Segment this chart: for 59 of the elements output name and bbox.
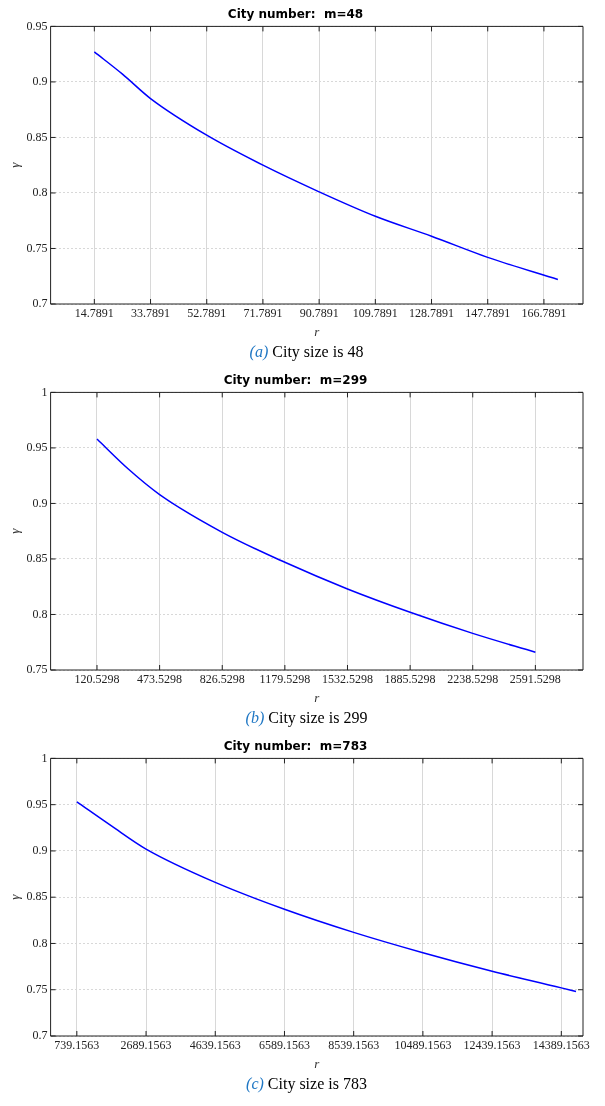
y-tick-label: 0.9 xyxy=(32,843,48,858)
y-tick-label: 1 xyxy=(41,750,48,765)
x-tick-label: 71.7891 xyxy=(243,306,283,321)
y-tick-label: 0.85 xyxy=(26,129,48,144)
x-tick-label: 166.7891 xyxy=(521,306,567,321)
y-tick-label: 0.95 xyxy=(26,18,48,33)
x-tick-label: 826.5298 xyxy=(199,672,245,687)
y-tick-label: 0.8 xyxy=(32,935,48,950)
x-tick-label: 6589.1563 xyxy=(258,1038,310,1053)
chart-title: City number: m=48 xyxy=(227,7,364,22)
y-axis-title: γ xyxy=(7,893,23,900)
y-axis-title: γ xyxy=(7,161,23,168)
x-tick-label: 2689.1563 xyxy=(120,1038,172,1053)
y-tick-label: 0.7 xyxy=(32,1028,48,1043)
x-tick-label: 1885.5298 xyxy=(384,672,436,687)
y-tick-label: 1 xyxy=(41,384,48,399)
y-axis-title: γ xyxy=(7,527,23,534)
y-tick-label: 0.95 xyxy=(26,796,48,811)
y-tick-label: 0.7 xyxy=(32,296,48,311)
x-tick-label: 14389.1563 xyxy=(532,1038,590,1053)
chart-title: City number: m=299 xyxy=(223,373,368,388)
y-tick-label: 0.9 xyxy=(32,74,48,89)
x-tick-label: 33.7891 xyxy=(131,306,171,321)
chart-title: City number: m=783 xyxy=(223,739,368,754)
x-tick-label: 1532.5298 xyxy=(322,672,373,687)
text: (c) City size is 783 xyxy=(246,1075,367,1092)
x-tick-label: 128.7891 xyxy=(409,306,455,321)
line-series xyxy=(96,438,537,653)
y-tick-label: 0.85 xyxy=(26,551,48,566)
x-tick-label: 147.7891 xyxy=(465,306,511,321)
x-axis-title: r xyxy=(314,1055,321,1071)
y-tick-label: 0.9 xyxy=(32,495,48,510)
text: (b) City size is 299 xyxy=(245,709,368,726)
x-tick-label: 2591.5298 xyxy=(509,672,561,687)
x-tick-label: 2238.5298 xyxy=(447,672,499,687)
x-tick-label: 4639.1563 xyxy=(189,1038,241,1053)
x-tick-label: 473.5298 xyxy=(137,672,183,687)
line-series xyxy=(76,801,577,993)
x-tick-label: 52.7891 xyxy=(187,306,227,321)
y-tick-label: 0.8 xyxy=(32,185,48,200)
x-tick-label: 109.7891 xyxy=(352,306,398,321)
y-tick-label: 0.95 xyxy=(26,440,48,455)
x-tick-label: 8539.1563 xyxy=(328,1038,380,1053)
x-tick-label: 120.5298 xyxy=(74,672,120,687)
x-tick-label: 90.7891 xyxy=(299,306,339,321)
y-tick-label: 0.75 xyxy=(26,662,48,677)
text: (a) City size is 48 xyxy=(249,343,364,360)
x-axis-title: r xyxy=(314,689,321,705)
y-tick-label: 0.85 xyxy=(26,889,48,904)
y-tick-label: 0.75 xyxy=(26,240,48,255)
x-tick-label: 12439.1563 xyxy=(463,1038,521,1053)
x-tick-label: 10489.1563 xyxy=(394,1038,452,1053)
y-tick-label: 0.75 xyxy=(26,981,48,996)
y-tick-label: 0.8 xyxy=(32,606,48,621)
x-axis-title: r xyxy=(314,323,321,339)
line-series xyxy=(93,51,559,281)
x-tick-label: 1179.5298 xyxy=(259,672,311,687)
x-tick-label: 739.1563 xyxy=(54,1038,100,1053)
x-tick-label: 14.7891 xyxy=(74,306,114,321)
